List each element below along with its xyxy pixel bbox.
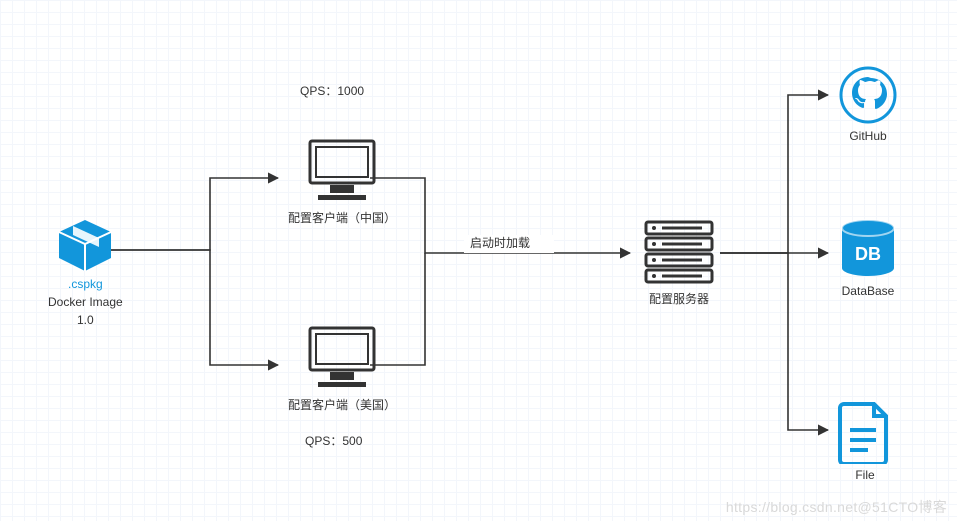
node-github: GitHub xyxy=(838,65,898,143)
edge xyxy=(720,253,828,430)
docker-cspkg-label: .cspkg xyxy=(68,277,103,291)
node-docker: .cspkg Docker Image 1.0 xyxy=(48,218,123,327)
diagram-edges: 启动时加载 xyxy=(0,0,957,521)
qps-bottom-label: QPS：500 xyxy=(305,432,362,449)
github-icon xyxy=(838,65,898,125)
edge xyxy=(720,95,828,253)
computer-icon xyxy=(302,322,382,392)
watermark: https://blog.csdn.net@51CTO博客 xyxy=(726,497,947,517)
node-client-us: 配置客户端（美国） xyxy=(288,322,396,413)
server-icon xyxy=(640,218,718,286)
node-server: 配置服务器 xyxy=(640,218,718,307)
svg-text:DB: DB xyxy=(855,244,881,264)
edge-label: 启动时加载 xyxy=(470,236,530,250)
edge xyxy=(108,178,278,250)
client-cn-label: 配置客户端（中国） xyxy=(288,209,396,226)
docker-image-label: Docker Image xyxy=(48,295,123,309)
docker-version-label: 1.0 xyxy=(77,313,94,327)
node-file: File xyxy=(838,400,892,482)
computer-icon xyxy=(302,135,382,205)
node-client-cn: 配置客户端（中国） xyxy=(288,135,396,226)
qps-top-label: QPS：1000 xyxy=(300,82,364,99)
file-label: File xyxy=(855,468,874,482)
client-us-label: 配置客户端（美国） xyxy=(288,396,396,413)
github-label: GitHub xyxy=(849,129,886,143)
edge xyxy=(108,250,278,365)
database-icon: DB xyxy=(838,218,898,280)
file-icon xyxy=(838,400,892,464)
server-label: 配置服务器 xyxy=(649,290,709,307)
package-icon xyxy=(55,218,115,273)
node-database: DB DataBase xyxy=(838,218,898,298)
database-label: DataBase xyxy=(842,284,895,298)
